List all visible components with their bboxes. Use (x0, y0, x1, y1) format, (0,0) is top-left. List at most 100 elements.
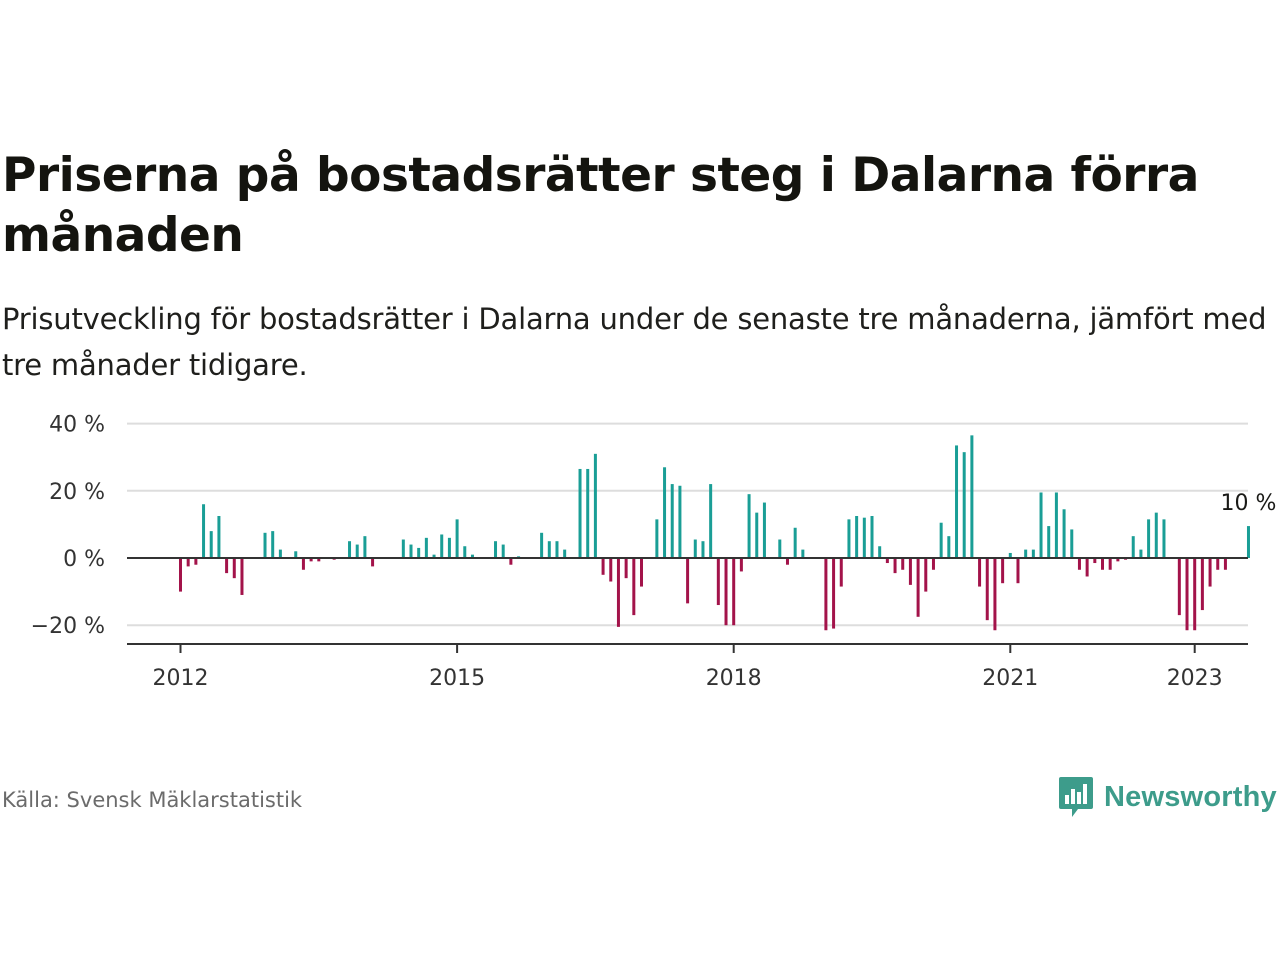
y-axis-labels: 40 % 20 % 0 % −20 % (31, 413, 105, 640)
bar (663, 467, 667, 558)
brand-name: Newsworthy (1104, 780, 1277, 813)
chart-subtitle: Prisutveckling för bostadsrätter i Dalar… (2, 302, 1267, 382)
bar (371, 558, 375, 567)
bar (640, 558, 643, 587)
bar (724, 558, 728, 626)
bar (1077, 558, 1081, 570)
y-tick-label: 0 % (63, 547, 105, 572)
bar (962, 452, 966, 558)
chart-title: Priserna på bostadsrätter steg i Dalarna… (2, 148, 1199, 263)
source-note: Källa: Svensk Mäklarstatistik (2, 788, 303, 812)
x-tick-label: 2015 (429, 666, 485, 691)
bar (1024, 549, 1028, 558)
bar (839, 558, 843, 587)
bar (885, 558, 889, 564)
bar (263, 532, 267, 558)
bar (870, 516, 874, 558)
bar (993, 558, 997, 631)
bar (939, 522, 943, 558)
bar (232, 558, 236, 579)
brand-logo: Newsworthy (1058, 774, 1277, 820)
bar (1200, 558, 1204, 611)
bar (1208, 558, 1212, 587)
bar (301, 558, 305, 570)
bar (670, 484, 674, 558)
y-tick-label: 20 % (49, 480, 105, 505)
bar (1108, 558, 1112, 570)
bar (1054, 492, 1058, 558)
x-tick-label: 2021 (982, 666, 1038, 691)
bar (693, 539, 697, 558)
bar (1016, 558, 1020, 584)
bar (186, 558, 190, 567)
bar (501, 544, 505, 558)
bar (1031, 549, 1035, 558)
bar (194, 558, 198, 565)
bar (778, 539, 782, 558)
bar (432, 554, 436, 558)
bar (947, 536, 951, 558)
bar (555, 541, 559, 558)
bar (1216, 558, 1220, 570)
bar (440, 534, 444, 558)
bar (755, 512, 759, 558)
x-tick-label: 2018 (706, 666, 762, 691)
bar (709, 484, 713, 558)
bar (240, 558, 244, 595)
bar (1062, 509, 1066, 558)
bar (1154, 512, 1158, 558)
bar (701, 541, 705, 558)
bar (578, 468, 582, 558)
bar (801, 549, 805, 558)
bar (785, 558, 789, 565)
bar (447, 537, 451, 558)
bar (924, 558, 928, 592)
bar (955, 445, 959, 558)
bar (1001, 558, 1005, 584)
last-value-annotation: 10 % (1221, 491, 1277, 516)
bar (455, 519, 459, 558)
bar (878, 546, 882, 558)
bar (547, 541, 551, 558)
bar (463, 546, 467, 558)
bar (855, 516, 859, 558)
bar (355, 544, 359, 558)
y-tick-label: −20 % (31, 614, 105, 639)
x-tick-label: 2023 (1167, 666, 1223, 691)
bar (916, 558, 920, 617)
bar (1246, 526, 1250, 558)
bar (401, 539, 405, 558)
bar (417, 547, 421, 558)
bar (271, 531, 275, 558)
bar (317, 558, 321, 562)
bar (732, 558, 736, 626)
bar (1223, 558, 1227, 570)
bar (716, 558, 720, 606)
bar (409, 544, 413, 558)
bar (985, 558, 989, 621)
newsworthy-logo-icon (1059, 777, 1093, 817)
bar (309, 558, 313, 562)
bar (424, 537, 428, 558)
bar (1008, 552, 1012, 558)
bar (1177, 558, 1181, 616)
bar (624, 558, 628, 579)
bar (686, 558, 690, 604)
bar (824, 558, 828, 631)
x-tick-label: 2012 (153, 666, 209, 691)
bar (601, 558, 605, 575)
bar (1101, 558, 1104, 570)
bar (348, 541, 352, 558)
bar (494, 541, 498, 558)
bar (1039, 492, 1043, 558)
bar (862, 517, 866, 558)
bar (931, 558, 935, 570)
bar (747, 494, 751, 558)
bar (1139, 549, 1143, 558)
bar (1147, 519, 1151, 558)
bar (908, 558, 912, 585)
bar (509, 558, 513, 565)
bar (1093, 558, 1097, 564)
bar (1070, 529, 1074, 558)
y-tick-label: 40 % (49, 413, 105, 438)
